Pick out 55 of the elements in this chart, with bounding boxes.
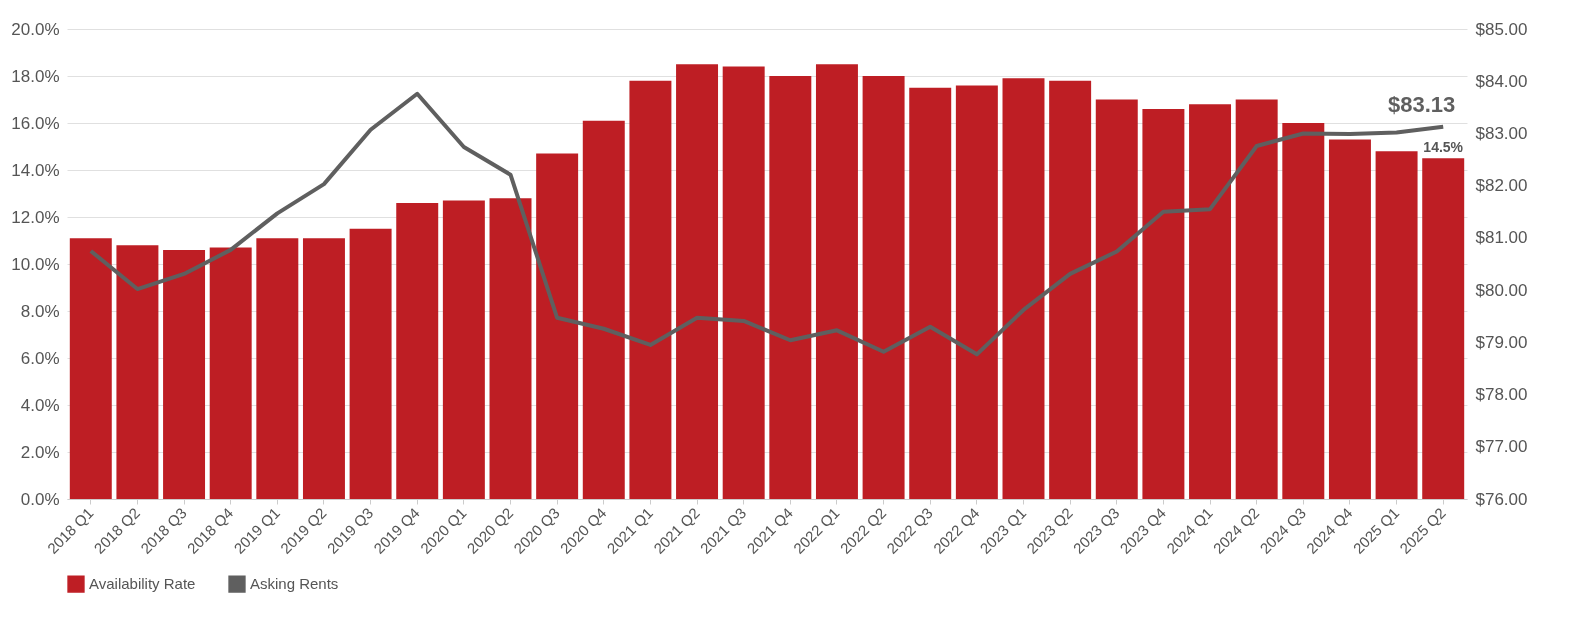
bar: [1002, 78, 1045, 499]
legend-label: Availability Rate: [89, 575, 196, 593]
bar: [116, 245, 159, 499]
bar: [536, 153, 579, 499]
bar: [862, 76, 905, 499]
bar: [1049, 80, 1092, 499]
bar: [1375, 151, 1418, 499]
data-label: 14.5%: [1423, 139, 1464, 156]
y2-tick-label: $82.00: [1475, 176, 1528, 196]
y2-tick-label: $83.00: [1475, 123, 1528, 143]
bar: [1142, 108, 1185, 499]
y-tick-label: 16.0%: [11, 113, 60, 133]
bar: [722, 66, 765, 499]
y-tick-label: 6.0%: [20, 348, 60, 368]
bar: [442, 200, 485, 499]
bar: [396, 202, 439, 499]
y-tick-label: 10.0%: [11, 254, 60, 274]
bar: [302, 238, 345, 499]
bar: [489, 198, 532, 499]
y-tick-label: 0.0%: [20, 489, 60, 509]
y-tick-label: 12.0%: [11, 207, 60, 227]
y2-tick-label: $79.00: [1475, 332, 1528, 352]
bar: [582, 120, 625, 499]
bar: [1282, 123, 1325, 499]
y-tick-label: 2.0%: [20, 442, 60, 462]
bar: [1328, 139, 1371, 499]
bar: [629, 80, 672, 499]
bar: [815, 64, 858, 499]
bar: [955, 85, 998, 499]
bar: [1095, 99, 1138, 499]
y2-tick-label: $81.00: [1475, 228, 1528, 248]
y-tick-label: 14.0%: [11, 160, 60, 180]
bar: [676, 64, 719, 499]
legend-label: Asking Rents: [250, 575, 339, 593]
bar: [163, 249, 206, 499]
y-tick-label: 20.0%: [11, 19, 60, 39]
bar: [349, 228, 392, 499]
y2-tick-label: $78.00: [1475, 385, 1528, 405]
y-tick-label: 18.0%: [11, 66, 60, 86]
data-label: $83.13: [1387, 91, 1456, 117]
bar: [1422, 158, 1465, 499]
y2-tick-label: $76.00: [1475, 489, 1528, 509]
y2-tick-label: $85.00: [1475, 19, 1528, 39]
bar: [1189, 104, 1232, 499]
bar: [256, 238, 299, 499]
y-tick-label: 8.0%: [20, 301, 60, 321]
y-tick-label: 4.0%: [20, 395, 60, 415]
bar: [209, 247, 252, 499]
bar: [909, 87, 952, 499]
y2-tick-label: $84.00: [1475, 71, 1528, 91]
bar: [769, 76, 812, 499]
bar: [1235, 99, 1278, 499]
bar: [69, 238, 112, 499]
y2-tick-label: $80.00: [1475, 280, 1528, 300]
y2-tick-label: $77.00: [1475, 437, 1528, 457]
